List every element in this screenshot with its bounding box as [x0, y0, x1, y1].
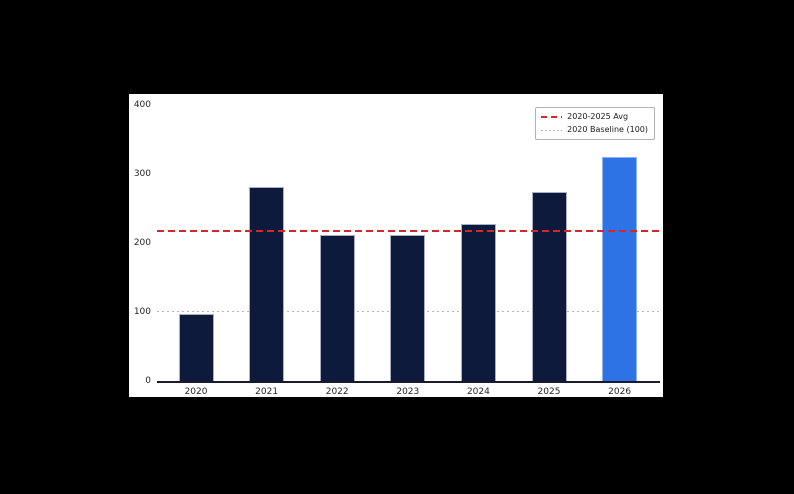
x-tick-label-2023: 2023	[396, 387, 420, 397]
legend: 2020-2025 Avg 2020 Baseline (100)	[535, 107, 655, 140]
bar-2026	[602, 157, 638, 381]
y-tick-label-0: 0	[145, 376, 151, 386]
plot-area: 2020-2025 Avg 2020 Baseline (100) 2020 20…	[134, 100, 660, 397]
legend-avg-label: 2020-2025 Avg	[567, 112, 629, 121]
bar-2020	[178, 314, 214, 381]
y-tick-label-300: 300	[133, 169, 151, 179]
chart-figure: 2020-2025 Avg 2020 Baseline (100) 2020 20…	[129, 94, 663, 397]
legend-item-baseline: 2020 Baseline (100)	[541, 125, 648, 135]
legend-baseline-label: 2020 Baseline (100)	[567, 125, 648, 134]
legend-avg-dashed-line-swatch	[541, 116, 563, 118]
average-reference-line	[157, 230, 660, 233]
x-tick-label-2022: 2022	[325, 387, 349, 397]
bar-2021	[249, 187, 285, 381]
x-tick-label-2024: 2024	[466, 387, 490, 397]
bar-2024	[460, 224, 496, 381]
x-tick-label-2021: 2021	[255, 387, 279, 397]
bar-2025	[531, 192, 567, 381]
legend-item-avg: 2020-2025 Avg	[541, 112, 648, 122]
y-tick-label-400: 400	[133, 100, 151, 110]
x-tick-label-2025: 2025	[537, 387, 561, 397]
legend-baseline-dotted-line-swatch	[541, 129, 563, 131]
y-tick-label-200: 200	[133, 238, 151, 248]
bar-2023	[390, 235, 426, 381]
x-tick-label-2020: 2020	[184, 387, 208, 397]
x-tick-label-2026: 2026	[608, 387, 632, 397]
bar-2022	[319, 235, 355, 381]
y-tick-label-100: 100	[133, 307, 151, 317]
